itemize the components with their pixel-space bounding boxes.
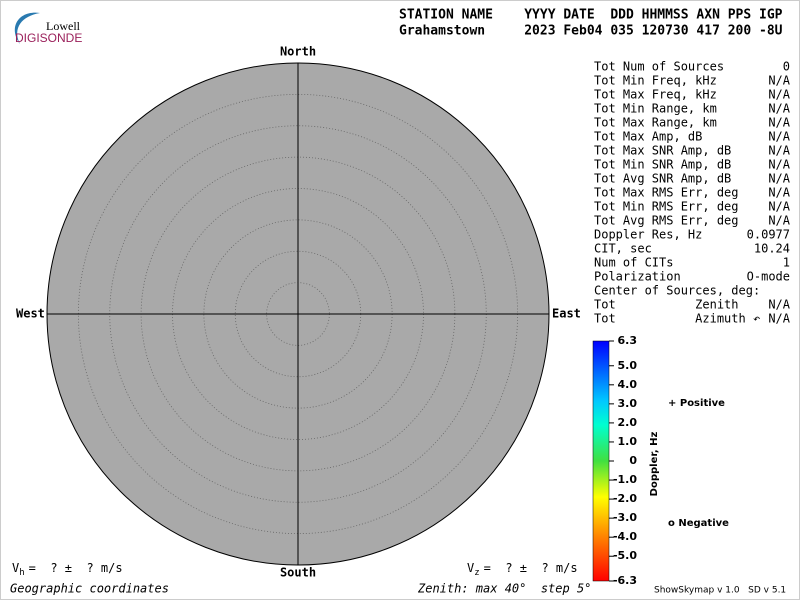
legend-entry: + Positive bbox=[668, 398, 725, 409]
colorbar-tick-label: 1.0 bbox=[618, 435, 638, 448]
stat-label: CIT, sec bbox=[594, 242, 652, 256]
stat-label: Tot Avg RMS Err, deg bbox=[594, 214, 739, 228]
stat-label: Doppler Res, Hz bbox=[594, 228, 702, 242]
logo-swoosh bbox=[14, 12, 40, 44]
vh-sub: h bbox=[19, 568, 24, 578]
colorbar bbox=[592, 340, 610, 582]
logo-bottom: DIGISONDE bbox=[15, 31, 82, 45]
direction-label: North bbox=[280, 45, 316, 59]
stat-value: N/A bbox=[768, 158, 790, 172]
colorbar-tick-label: -5.0 bbox=[613, 549, 637, 562]
colorbar-tick-label: 3.0 bbox=[618, 397, 638, 410]
direction-label: West bbox=[16, 307, 45, 321]
legend-entry: o Negative bbox=[668, 518, 729, 529]
stat-value: N/A bbox=[768, 116, 790, 130]
stat-label: Tot Num of Sources bbox=[594, 60, 724, 74]
stat-value: N/A bbox=[768, 130, 790, 144]
direction-label: South bbox=[280, 566, 316, 580]
stat-value: N/A bbox=[768, 102, 790, 116]
stat-value: N/A bbox=[768, 200, 790, 214]
stat-label: Tot Min Range, km bbox=[594, 102, 717, 116]
vh-symbol: V bbox=[12, 561, 19, 575]
stat-value: N/A bbox=[768, 88, 790, 102]
stat-value: 10.24 bbox=[754, 242, 790, 256]
stat-label: Center of Sources, deg: bbox=[594, 284, 760, 298]
colorbar-tick-label: -6.3 bbox=[613, 574, 637, 587]
header-columns: STATION NAME YYYY DATE DDD HHMMSS AXN PP… bbox=[399, 8, 783, 23]
vz-sub: z bbox=[474, 568, 479, 578]
stat-label: Tot Max Range, km bbox=[594, 116, 717, 130]
stat-label: Tot Max SNR Amp, dB bbox=[594, 144, 731, 158]
stat-label: Tot Min Freq, kHz bbox=[594, 74, 717, 88]
coordinates: Geographic coordinates bbox=[10, 582, 169, 596]
colorbar-tick-label: 2.0 bbox=[618, 416, 638, 429]
stat-value: N/A bbox=[768, 298, 790, 312]
colorbar-tick-label: 0 bbox=[629, 454, 637, 467]
stat-label: Tot Max Amp, dB bbox=[594, 130, 702, 144]
colorbar-tick-label: -1.0 bbox=[613, 473, 637, 486]
stat-label: Polarization bbox=[594, 270, 681, 284]
vz: Vz = ? ± ? m/s bbox=[467, 561, 578, 578]
stat-value: 0 bbox=[783, 60, 790, 74]
stat-value: N/A bbox=[768, 312, 790, 326]
stat-label: Tot Max Freq, kHz bbox=[594, 88, 717, 102]
stat-value: O-mode bbox=[747, 270, 790, 284]
colorbar-tick-label: 4.0 bbox=[618, 378, 638, 391]
zenith-note: Zenith: max 40° step 5° bbox=[417, 582, 591, 596]
stat-value: N/A bbox=[768, 172, 790, 186]
vz-symbol: V bbox=[467, 561, 474, 575]
logo-top: Lowell bbox=[46, 19, 81, 33]
header-values: Grahamstown 2023 Feb04 035 120730 417 20… bbox=[399, 24, 783, 39]
version: ShowSkymap v 1.0 SD v 5.1 bbox=[654, 586, 786, 596]
stat-label: Tot Min SNR Amp, dB bbox=[594, 158, 731, 172]
stat-value: N/A bbox=[768, 74, 790, 88]
colorbar-label: Doppler, Hz bbox=[649, 432, 660, 497]
stat-value: N/A bbox=[768, 186, 790, 200]
vz-text: = ? ± ? m/s bbox=[484, 561, 578, 575]
colorbar-tick-label: -4.0 bbox=[613, 530, 637, 543]
direction-label: East bbox=[552, 307, 581, 321]
stat-label: Tot Zenith bbox=[594, 298, 739, 312]
stat-label: Tot Max RMS Err, deg bbox=[594, 186, 739, 200]
stat-value: 0.0977 bbox=[747, 228, 790, 242]
colorbar-tick-label: 6.3 bbox=[618, 334, 638, 347]
colorbar-tick-label: -2.0 bbox=[613, 492, 637, 505]
stat-label: Tot Azimuth ↶ bbox=[594, 312, 760, 326]
stat-label: Tot Avg SNR Amp, dB bbox=[594, 172, 731, 186]
stat-label: Tot Min RMS Err, deg bbox=[594, 200, 739, 214]
stat-label: Num of CITs bbox=[594, 256, 673, 270]
stat-value: N/A bbox=[768, 214, 790, 228]
colorbar-tick-label: 5.0 bbox=[618, 359, 638, 372]
stat-value: N/A bbox=[768, 144, 790, 158]
vh: Vh = ? ± ? m/s bbox=[12, 561, 123, 578]
vh-text: = ? ± ? m/s bbox=[29, 561, 123, 575]
colorbar-tick-label: -3.0 bbox=[613, 511, 637, 524]
stat-value: 1 bbox=[783, 256, 790, 270]
